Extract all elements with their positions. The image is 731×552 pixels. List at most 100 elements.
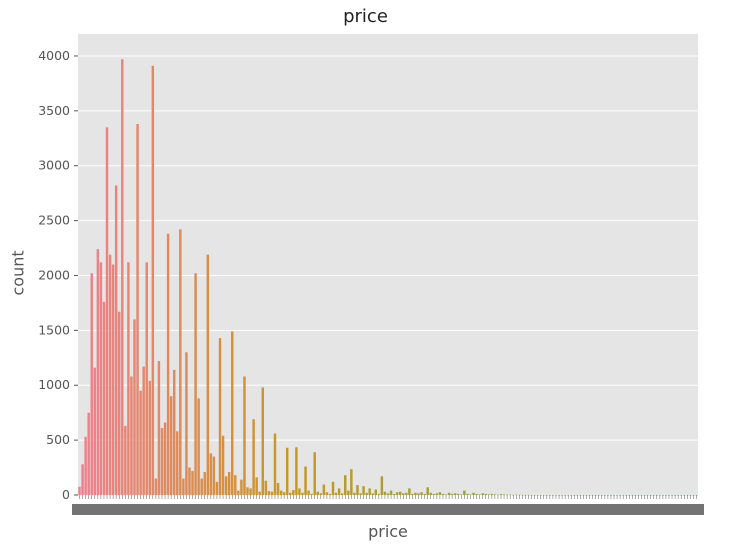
bar xyxy=(102,301,106,495)
bar xyxy=(145,262,148,495)
bar xyxy=(304,466,307,495)
bar xyxy=(432,493,436,495)
bar xyxy=(172,369,176,495)
bar xyxy=(279,490,283,495)
bar xyxy=(81,464,84,495)
bar xyxy=(435,493,439,495)
bar xyxy=(121,59,124,495)
y-tick-label: 3500 xyxy=(38,103,70,118)
bar xyxy=(200,478,203,495)
bar xyxy=(478,494,481,495)
bar xyxy=(496,494,500,496)
bar xyxy=(417,493,420,495)
bar xyxy=(218,338,222,495)
bar xyxy=(105,127,109,496)
bar xyxy=(261,387,264,495)
bar xyxy=(185,352,188,495)
bar xyxy=(420,492,423,495)
bar xyxy=(84,436,87,495)
bar xyxy=(395,492,399,495)
bar xyxy=(450,493,454,495)
bar xyxy=(227,471,231,495)
bar xyxy=(328,493,332,495)
bar xyxy=(179,229,182,495)
bar xyxy=(203,471,206,495)
bar xyxy=(353,492,356,495)
y-axis-label: count xyxy=(8,250,28,296)
bar xyxy=(392,493,396,495)
bar xyxy=(246,487,249,495)
bar xyxy=(154,478,158,495)
bar xyxy=(93,367,97,495)
bar xyxy=(160,428,164,495)
bar xyxy=(276,482,280,495)
y-tick-label: 4000 xyxy=(38,48,70,63)
bar xyxy=(441,493,445,495)
bar xyxy=(127,262,130,495)
bar xyxy=(405,492,408,495)
bar xyxy=(508,494,512,496)
bar xyxy=(267,491,271,495)
bar xyxy=(505,494,509,496)
bar xyxy=(310,493,313,495)
bar xyxy=(340,493,344,495)
bar xyxy=(463,490,466,495)
bar xyxy=(264,480,268,495)
bar xyxy=(96,249,100,495)
bar xyxy=(298,488,301,495)
bar xyxy=(362,486,365,495)
bar xyxy=(359,493,362,495)
chart-title: price xyxy=(343,6,388,27)
bar xyxy=(347,490,350,495)
bar xyxy=(502,494,506,495)
bar xyxy=(215,481,219,495)
bar xyxy=(429,492,432,495)
bar xyxy=(414,492,417,495)
bar xyxy=(469,494,472,495)
bar xyxy=(194,273,197,495)
bar xyxy=(289,492,292,495)
bar xyxy=(139,390,142,495)
bar xyxy=(344,475,347,495)
bar xyxy=(493,494,497,495)
bar xyxy=(316,491,319,495)
bar xyxy=(374,489,378,495)
bar xyxy=(365,492,368,495)
bar xyxy=(114,185,118,495)
y-tick-label: 3000 xyxy=(38,158,70,173)
y-tick-label: 2000 xyxy=(38,267,70,282)
bar xyxy=(371,493,374,495)
bar xyxy=(231,331,234,495)
bar xyxy=(307,490,310,495)
bar xyxy=(78,486,81,495)
bar xyxy=(383,491,387,495)
bar xyxy=(148,380,151,495)
bar xyxy=(111,264,115,495)
bar xyxy=(408,488,411,495)
bar xyxy=(472,492,475,495)
bar xyxy=(237,490,240,495)
bar xyxy=(515,494,518,496)
bar xyxy=(484,493,487,495)
bar xyxy=(191,470,194,495)
bar xyxy=(249,488,252,495)
bar xyxy=(426,487,429,495)
bar xyxy=(130,376,133,495)
bar xyxy=(118,311,121,495)
bar xyxy=(292,490,295,495)
bar xyxy=(423,493,426,495)
bar xyxy=(460,494,463,495)
bar xyxy=(224,476,228,495)
bar xyxy=(377,493,381,495)
bar xyxy=(240,479,243,495)
bar xyxy=(334,492,338,495)
bar xyxy=(182,478,185,495)
bar xyxy=(282,492,286,495)
bar xyxy=(188,467,191,495)
bar xyxy=(136,124,139,495)
bar xyxy=(322,484,326,495)
bar xyxy=(466,493,469,495)
bar xyxy=(295,447,298,495)
bar xyxy=(356,485,359,495)
